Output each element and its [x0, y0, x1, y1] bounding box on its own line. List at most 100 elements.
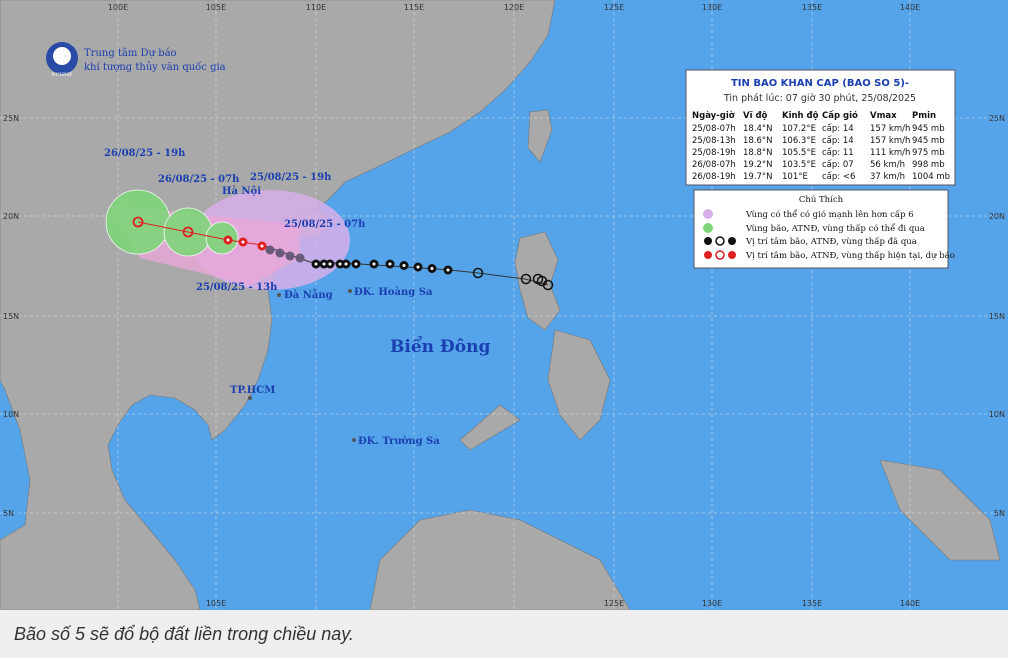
- storm-eye: [328, 262, 332, 266]
- table-cell: 18.4°N: [743, 124, 773, 134]
- table-cell: 25/08-13h: [692, 136, 736, 146]
- storm-eye: [388, 262, 392, 266]
- place-label: 25/08/25 - 13h: [196, 282, 278, 293]
- storm-eye: [226, 238, 230, 242]
- storm-eye: [372, 262, 376, 266]
- lon-label: 105E: [206, 3, 226, 12]
- storm-map: NCHMF Trung tâm Dự báo khí tượng thủy vă…: [0, 0, 1008, 610]
- table-cell: 19.2°N: [743, 160, 773, 170]
- place-labels: 26/08/25 - 19h 26/08/25 - 07h 25/08/25 -…: [104, 148, 490, 447]
- storm-eye: [446, 268, 450, 272]
- past-dot: [295, 253, 305, 263]
- storm-eye: [260, 244, 264, 248]
- bulletin-title: TIN BAO KHAN CAP (BAO SO 5)-: [731, 78, 909, 89]
- past-dot: [285, 251, 295, 261]
- table-cell: 37 km/h: [870, 172, 905, 182]
- lon-label: 135E: [802, 3, 822, 12]
- bulletin-panel: TIN BAO KHAN CAP (BAO SO 5)- Tin phát lú…: [685, 69, 956, 186]
- storm-eye: [338, 262, 342, 266]
- logo-line: Trung tâm Dự báo: [84, 48, 177, 59]
- place-label: 26/08/25 - 07h: [158, 174, 240, 185]
- table-header: Ngày-giờ: [692, 110, 736, 121]
- table-cell: 105.5°E: [782, 148, 816, 158]
- table-cell: 945 mb: [912, 136, 945, 146]
- lon-label: 125E: [604, 599, 624, 608]
- lon-label: 140E: [900, 599, 920, 608]
- caption: Bão số 5 sẽ đổ bộ đất liền trong chiều n…: [0, 610, 1008, 658]
- table-cell: 25/08-19h: [692, 148, 736, 158]
- past-ring: [520, 273, 532, 285]
- storm-eye: [402, 264, 406, 267]
- lat-label: 20N: [3, 212, 19, 221]
- table-cell: 106.3°E: [782, 136, 816, 146]
- table-cell: 26/08-07h: [692, 160, 736, 170]
- lat-label: 5N: [3, 509, 14, 518]
- lat-label: 10N: [989, 410, 1005, 419]
- place-label: Đà Nẵng: [284, 289, 333, 301]
- table-header: Vmax: [870, 111, 897, 121]
- storm-eye: [322, 262, 326, 266]
- place-label: TP.HCM: [230, 385, 275, 396]
- past-ring: [542, 279, 554, 291]
- storm-eye: [416, 265, 420, 269]
- lon-label: 100E: [108, 3, 128, 12]
- bulletin-issued: Tin phát lúc: 07 giờ 30 phút, 25/08/2025: [723, 93, 916, 104]
- lon-label: 130E: [702, 3, 722, 12]
- table-cell: 101°E: [782, 172, 808, 182]
- table-cell: 111 km/h: [870, 148, 910, 158]
- logo-badge: NCHMF: [51, 72, 73, 78]
- table-cell: 107.2°E: [782, 124, 816, 134]
- storm-eye: [241, 240, 245, 244]
- table-cell: cấp: <6: [822, 171, 855, 182]
- lon-label: 125E: [604, 3, 624, 12]
- lat-label: 10N: [3, 410, 19, 419]
- storm-eye: [430, 267, 434, 270]
- storm-eye: [354, 262, 358, 266]
- table-cell: 25/08-07h: [692, 124, 736, 134]
- table-cell: 998 mb: [912, 160, 945, 170]
- table-header: Vĩ độ: [743, 111, 768, 121]
- past-ring: [472, 267, 484, 279]
- legend-item: Vùng có thể có gió mạnh lên hơn cấp 6: [745, 208, 914, 220]
- table-header: Cấp gió: [822, 110, 858, 121]
- track-icons: [132, 216, 554, 291]
- table-cell: 157 km/h: [870, 136, 910, 146]
- lat-label: 15N: [3, 312, 19, 321]
- lat-label: 25N: [3, 114, 19, 123]
- logo: NCHMF Trung tâm Dự báo khí tượng thủy vă…: [46, 42, 226, 78]
- table-cell: 945 mb: [912, 124, 945, 134]
- storm-eye: [344, 262, 348, 266]
- table-cell: 157 km/h: [870, 124, 910, 134]
- lat-label: 15N: [989, 312, 1005, 321]
- place-label: Hà Nội: [222, 186, 261, 197]
- storm-eye: [314, 262, 318, 266]
- table-header: Pmin: [912, 111, 936, 121]
- table-cell: 1004 mb: [912, 172, 950, 182]
- panel-box: [693, 189, 949, 269]
- forecast-point: [132, 216, 144, 228]
- place-label: 25/08/25 - 07h: [284, 219, 366, 230]
- table-cell: cấp: 14: [822, 135, 854, 146]
- legend-item: Vị trí tâm bão, ATNĐ, vùng thấp hiện tại…: [745, 250, 955, 261]
- lon-label: 105E: [206, 599, 226, 608]
- place-label: ĐK. Hoàng Sa: [354, 287, 433, 298]
- table-cell: 26/08-19h: [692, 172, 736, 182]
- sea-label: Biển Đông: [390, 335, 490, 357]
- legend-panel: Chú Thích Vùng có thể có gió mạnh lên hơ…: [693, 189, 955, 269]
- logo-line: khí tượng thủy văn quốc gia: [84, 62, 226, 73]
- past-dot: [275, 248, 285, 258]
- table-cell: cấp: 14: [822, 123, 854, 134]
- lon-label: 115E: [404, 3, 424, 12]
- table-cell: 56 km/h: [870, 160, 905, 170]
- lon-label: 110E: [306, 3, 326, 12]
- lat-label: 20N: [989, 212, 1005, 221]
- lat-label: 25N: [989, 114, 1005, 123]
- lat-label: 5N: [994, 509, 1005, 518]
- table-cell: 18.6°N: [743, 136, 773, 146]
- place-label: 26/08/25 - 19h: [104, 148, 186, 159]
- panel-box: [685, 69, 956, 186]
- place-label: ĐK. Trường Sa: [358, 436, 440, 447]
- place-label: 25/08/25 - 19h: [250, 172, 332, 183]
- lon-label: 120E: [504, 3, 524, 12]
